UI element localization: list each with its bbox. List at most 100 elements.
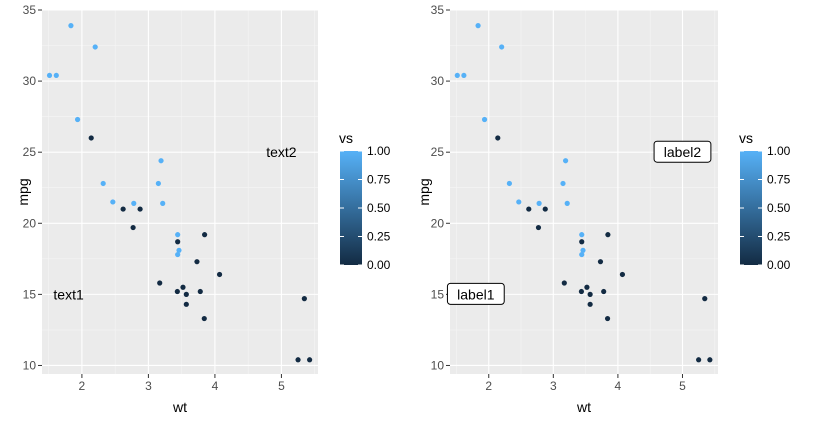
annotation-text: text2 [266, 144, 297, 160]
data-point [53, 72, 59, 79]
data-point [495, 135, 501, 141]
data-point [597, 259, 604, 265]
data-point [307, 357, 313, 363]
data-point [579, 251, 585, 258]
data-point [604, 315, 611, 322]
data-point [174, 288, 180, 295]
x-tick-label: 2 [485, 379, 492, 393]
x-tick-label: 3 [145, 379, 152, 393]
data-points [454, 23, 713, 363]
y-tick-label: 10 [431, 358, 445, 372]
data-point [301, 296, 307, 302]
data-point [542, 206, 548, 212]
data-point [526, 206, 532, 212]
data-point [92, 44, 98, 50]
annotation-box [446, 282, 505, 305]
data-point [202, 232, 208, 238]
data-point [601, 288, 607, 295]
data-point [68, 23, 74, 29]
data-point [110, 199, 116, 205]
data-point [579, 239, 585, 245]
data-point [175, 251, 181, 258]
x-tick-label: 3 [550, 379, 557, 393]
y-tick-label: 20 [431, 216, 445, 230]
data-point [137, 206, 143, 212]
data-point [295, 357, 301, 363]
legend-break-label: 0.25 [767, 230, 791, 244]
data-points [46, 23, 313, 363]
data-point [175, 232, 181, 238]
legend-break-label: 0.25 [367, 230, 391, 244]
y-tick-label: 25 [431, 145, 445, 159]
y-axis-title: mpg [15, 178, 31, 205]
annotation-text: label2 [664, 144, 702, 160]
data-point [454, 72, 460, 79]
legend-colorbar [340, 151, 362, 265]
chart-right: 2 3 4 5 10 15 20 25 30 35 label1 label2 wt mpg vs … [416, 3, 791, 415]
axis-ticks: 2 3 4 5 10 15 20 25 30 35 [23, 3, 285, 393]
legend-break-label: 0.75 [367, 173, 391, 187]
data-point [579, 232, 585, 238]
y-tick-label: 35 [431, 3, 445, 17]
data-point [175, 239, 181, 245]
x-axis-title: wt [172, 399, 187, 415]
legend-title: vs [339, 130, 353, 146]
legend-break-label: 0.00 [767, 258, 791, 272]
data-point [580, 247, 586, 253]
data-point [131, 200, 137, 206]
data-point [578, 288, 585, 295]
data-point [216, 271, 223, 278]
data-point [197, 288, 203, 295]
data-point [619, 271, 626, 278]
data-point [183, 301, 189, 307]
legend-break-label: 0.50 [767, 201, 791, 215]
data-point [160, 200, 166, 206]
y-tick-label: 15 [431, 287, 445, 301]
data-point [516, 199, 522, 205]
data-point [183, 291, 189, 297]
annotation-text: text1 [53, 286, 84, 302]
annotations: label1 label2 [446, 140, 712, 305]
data-point [157, 280, 163, 286]
data-point [461, 72, 467, 79]
legend-break-label: 0.75 [767, 173, 791, 187]
annotation-label: label2 [653, 140, 712, 163]
data-point [201, 315, 207, 322]
legend-colorbar [740, 151, 762, 265]
legend-breaks: 0.00 0.25 0.50 0.75 1.00 [340, 144, 391, 272]
legend: vs 0.00 0.25 0.50 0.75 1.00 [739, 130, 791, 272]
y-axis-title: mpg [416, 178, 432, 205]
data-point [100, 180, 106, 187]
legend-break-label: 0.00 [367, 258, 391, 272]
data-point [194, 259, 200, 265]
data-point [158, 158, 164, 164]
data-point [707, 357, 713, 363]
y-tick-label: 20 [23, 216, 37, 230]
legend: vs 0.00 0.25 0.50 0.75 1.00 [339, 130, 391, 272]
y-tick-label: 30 [431, 74, 445, 88]
data-point [564, 200, 570, 206]
data-point [536, 200, 542, 206]
data-point [180, 284, 186, 290]
x-axis-title: wt [576, 399, 591, 415]
data-point [481, 116, 488, 123]
data-point [605, 232, 611, 238]
data-point [88, 135, 94, 141]
data-point [562, 158, 569, 164]
data-point [130, 224, 136, 231]
annotations: text1 text2 [53, 144, 296, 302]
data-point [499, 44, 505, 50]
data-point [506, 180, 513, 187]
legend-break-label: 1.00 [367, 144, 391, 158]
data-point [702, 296, 708, 302]
data-point [535, 224, 542, 231]
y-tick-label: 25 [23, 145, 37, 159]
y-tick-label: 10 [23, 358, 37, 372]
axis-ticks: 2 3 4 5 10 15 20 25 30 35 [431, 3, 686, 393]
data-point [587, 291, 593, 297]
data-point [155, 180, 161, 187]
x-tick-label: 4 [615, 379, 622, 393]
x-tick-label: 2 [79, 379, 86, 393]
legend-title: vs [739, 130, 753, 146]
